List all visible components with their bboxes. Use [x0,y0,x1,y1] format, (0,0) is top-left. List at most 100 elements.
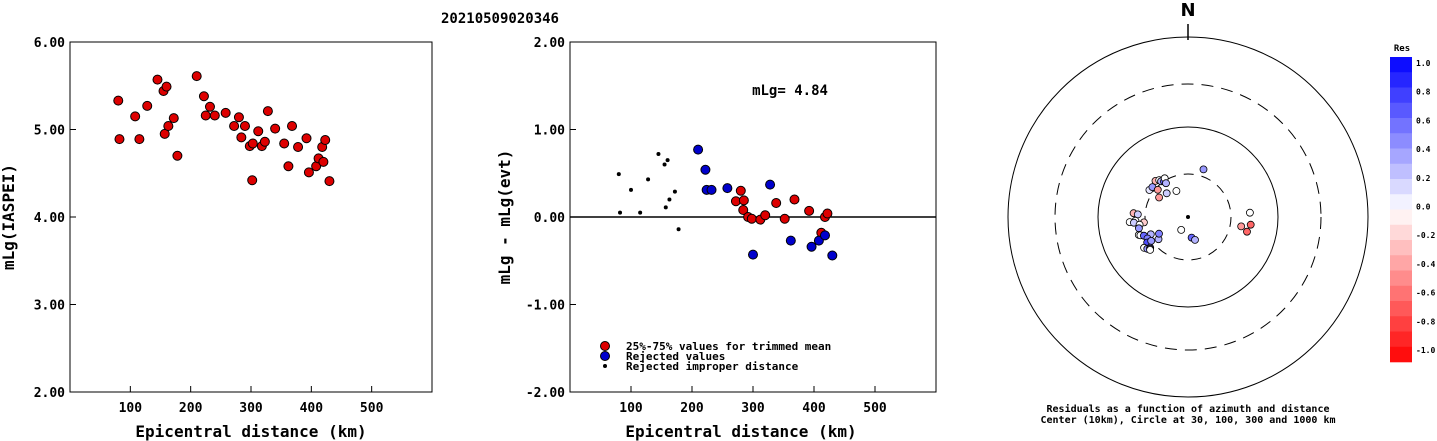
middle-x-tick-label: 200 [680,401,704,416]
residual-point [1243,227,1251,236]
trimmed-mean-point [789,194,800,205]
left-data-point [220,107,231,118]
colorbar-tick-label: -0.6 [1416,289,1435,298]
legend-label-trimmed: 25%-75% values for trimmed mean [626,340,831,353]
residual-point [1172,187,1181,195]
left-data-point [163,121,174,131]
middle-y-tick-label: 2.00 [534,36,565,51]
residual-point [1191,235,1199,244]
legend-label-rejected: Rejected values [626,350,725,363]
circle-1000km [1007,36,1369,398]
left-y-tick-label: 5.00 [34,124,65,139]
colorbar-cell [1390,72,1412,88]
left-data-point [161,81,172,92]
trimmed-mean-point [738,195,749,206]
left-data-point [134,134,145,145]
circle-30km [1144,173,1232,261]
left-data-point [200,110,211,121]
residual-point [1199,165,1208,174]
rejected-point [722,183,733,194]
residual-point [1147,236,1156,245]
left-data-points [113,71,335,187]
left-data-point [114,134,125,145]
residual-point [1246,220,1255,229]
colorbar-tick-label: 0.4 [1416,145,1431,154]
left-data-point [130,111,141,122]
left-data-point [253,126,264,137]
left-data-point [293,142,304,152]
improper-distance-point [662,162,667,167]
residual-point [1153,185,1162,194]
left-data-point [303,167,314,178]
trimmed-mean-point [760,210,771,221]
improper-distance-point [676,227,681,232]
left-data-point [301,133,312,144]
trimmed-mean-point [738,205,749,215]
colorbar-cell [1390,255,1412,271]
colorbar-cell [1390,179,1412,195]
legend-marker-rejected [600,351,610,361]
left-scatter-plot: 100 200 300 400 500 2.00 3.00 4.00 5.00 6.00 Epi… [0,36,433,441]
middle-data-points [616,144,838,261]
rejected-point [700,164,711,175]
polar-caption-line2: Center (10km), Circle at 30, 100, 300 an… [1040,414,1335,426]
colorbar-cell [1390,57,1412,73]
colorbar-cell [1390,209,1412,226]
left-data-point [142,100,153,111]
residual-point [1237,222,1246,231]
middle-y-ticks: -2.00 -1.00 0.00 1.00 2.00 [526,36,576,401]
residual-colorbar: Res 1.0 0.8 0.6 0.4 0.2 0.0 -0.2 -0.4 -0.6 -0.8 -1… [1390,44,1435,363]
middle-y-tick-label: 1.00 [534,124,565,139]
colorbar-title: Res [1394,44,1410,54]
residual-point [1162,179,1170,188]
improper-distance-point [646,177,651,182]
left-x-tick-label: 100 [119,401,143,416]
left-data-point [236,132,247,143]
improper-distance-point [618,210,623,215]
left-y-tick-label: 3.00 [34,299,65,314]
middle-x-tick-label: 300 [741,401,765,416]
improper-distance-point [656,152,661,156]
left-y-tick-label: 2.00 [34,386,65,401]
left-data-point [113,95,124,106]
residual-point [1246,208,1254,217]
middle-y-axis-label: mLg - mLg(evt) [495,150,514,285]
residual-point [1162,189,1171,198]
middle-y-tick-label: -2.00 [526,386,565,401]
residual-point [1135,224,1143,233]
colorbar-tick-label: 0.8 [1416,88,1431,97]
colorbar-cell [1390,194,1412,210]
rejected-point [827,250,838,261]
improper-distance-point [665,158,670,163]
left-x-tick-label: 400 [300,401,324,416]
colorbar-tick-label: 1.0 [1416,59,1431,68]
left-data-point [198,91,209,102]
figure-title: 20210509020346 [441,11,559,27]
trimmed-mean-point [804,205,815,216]
left-data-point [204,101,215,112]
colorbar-tick-label: 0.0 [1416,203,1431,212]
left-data-point [172,150,183,161]
colorbar-cell [1390,118,1412,134]
colorbar-cell [1390,346,1412,363]
polar-caption-line1: Residuals as a function of azimuth and d… [1047,403,1330,415]
colorbar-labels: 1.0 0.8 0.6 0.4 0.2 0.0 -0.2 -0.4 -0.6 -0.8 -1.0 [1416,59,1435,355]
residual-polar-plot: N Residuals as a function of azimuth and… [1007,0,1369,426]
colorbar-cell [1390,285,1412,302]
residual-point [1155,193,1163,202]
left-x-ticks: 100 200 300 400 500 [119,386,384,416]
left-y-tick-label: 6.00 [34,36,65,51]
left-data-point [270,123,281,134]
colorbar-cell [1390,133,1412,149]
trimmed-mean-point [746,213,757,224]
left-data-point [239,121,250,131]
colorbar-cells [1390,57,1412,363]
left-data-point [152,74,163,85]
residual-point [1177,225,1186,234]
colorbar-tick-label: -0.8 [1416,317,1435,326]
middle-y-tick-label: 0.00 [534,211,565,226]
colorbar-cell [1390,316,1412,332]
residual-points [1125,165,1255,254]
left-y-ticks: 2.00 3.00 4.00 5.00 6.00 [34,36,76,401]
